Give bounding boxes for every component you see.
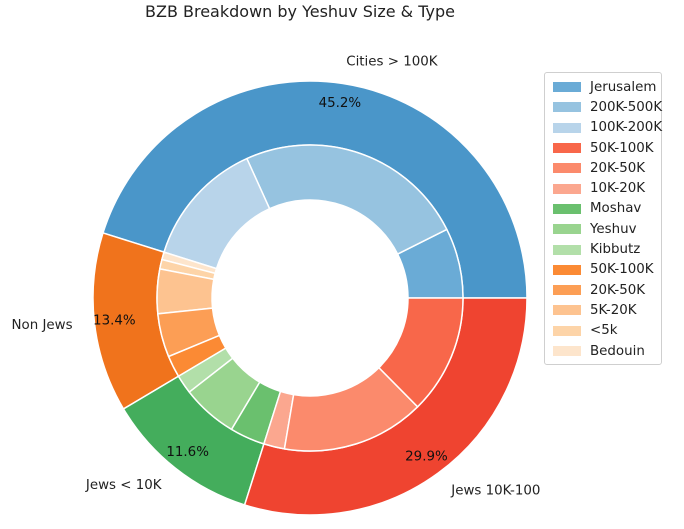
legend-swatch (553, 143, 581, 154)
legend-label: 200K-500K (590, 99, 663, 115)
slice-percent-label-jews-10k: 11.6% (166, 445, 209, 460)
legend-swatch (553, 224, 581, 235)
legend-swatch (553, 325, 581, 336)
legend-item-10k-20k-5: 10K-20K (553, 178, 653, 198)
legend-label: 20K-50K (590, 282, 646, 298)
legend-item-200k-500k-1: 200K-500K (553, 97, 662, 117)
legend-swatch (553, 163, 581, 174)
legend-label: Kibbutz (590, 242, 641, 258)
nested-donut-chart: 45.2% Cities > 100K 13.4% Non Jews 11.6% Jews… (12, 54, 540, 516)
legend-swatch (553, 203, 581, 214)
legend-swatch (553, 122, 581, 133)
legend-swatch (553, 183, 581, 194)
legend-label: Yeshuv (590, 221, 637, 237)
legend-item-5k-20k-11: 5K-20K (553, 300, 653, 320)
legend-item-50k-100k-3: 50K-100K (553, 138, 654, 158)
legend-label: Bedouin (590, 343, 645, 359)
legend-swatch (553, 285, 581, 296)
legend-item-jerusalem-0: Jerusalem (553, 77, 657, 97)
slice-category-label-jews-10k-100k: Jews 10K-100K (450, 483, 540, 498)
chart-legend: Jerusalem 200K-500K 100K-200K 50K-100K 20K-5… (544, 72, 662, 366)
slice-percent-label-jews-10k-100k: 29.9% (405, 449, 448, 464)
legend-item-50k-100k-9: 50K-100K (553, 260, 654, 280)
slice-category-label-non-jews: Non Jews (12, 318, 73, 333)
legend-item-kibbutz-8: Kibbutz (553, 239, 653, 259)
legend-swatch (553, 82, 581, 93)
legend-label: 50K-100K (590, 140, 654, 156)
slice-category-label-jews-10k: Jews < 10K (85, 478, 163, 493)
slice-percent-label-cities-100k: 45.2% (319, 96, 362, 111)
legend-label: Jerusalem (590, 79, 657, 95)
chart-title: BZB Breakdown by Yeshuv Size & Type (145, 2, 455, 21)
legend-label: <5k (590, 323, 618, 339)
legend-swatch (553, 244, 581, 255)
legend-swatch (553, 264, 581, 275)
inner-slice-50k-100k-13 (377, 297, 464, 408)
slice-percent-label-non-jews: 13.4% (93, 313, 136, 328)
legend-label: 10K-20K (590, 181, 646, 197)
legend-item-moshav-6: Moshav (553, 199, 653, 219)
legend-item-5k-12: <5k (553, 321, 653, 341)
legend-label: 5K-20K (590, 302, 637, 318)
legend-item-20k-50k-4: 20K-50K (553, 158, 653, 178)
legend-label: Moshav (590, 201, 642, 217)
legend-swatch (553, 305, 581, 316)
legend-swatch (553, 346, 581, 356)
legend-item-20k-50k-10: 20K-50K (553, 280, 653, 300)
legend-item-bedouin-13: Bedouin (553, 341, 653, 361)
slice-category-label-cities-100k: Cities > 100K (346, 54, 439, 69)
legend-label: 100K-200K (590, 120, 663, 136)
legend-label: 50K-100K (590, 262, 654, 278)
legend-swatch (553, 102, 581, 113)
legend-item-yeshuv-7: Yeshuv (553, 219, 653, 239)
legend-label: 20K-50K (590, 160, 646, 176)
legend-item-100k-200k-2: 100K-200K (553, 118, 662, 138)
